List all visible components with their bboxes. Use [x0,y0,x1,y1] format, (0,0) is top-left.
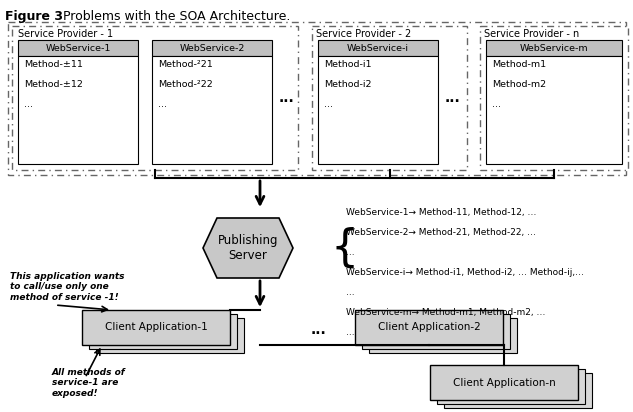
Text: {: { [330,227,358,269]
Text: Method-i2: Method-i2 [324,80,372,89]
Text: Service Provider - 2: Service Provider - 2 [316,29,411,39]
Bar [444,373,592,408]
Bar [312,26,467,170]
Text: Service Provider - 1: Service Provider - 1 [18,29,113,39]
Bar [362,314,510,349]
Text: Method-m1: Method-m1 [492,59,546,68]
Polygon shape [203,218,293,278]
Text: WebService-1→ Method-11, Method-12, …: WebService-1→ Method-11, Method-12, … [346,208,536,217]
Bar [369,318,517,353]
Bar [89,314,237,349]
Text: WebService-2: WebService-2 [179,44,245,52]
Text: Client Application-n: Client Application-n [453,377,555,388]
Text: Service Provider - n: Service Provider - n [484,29,579,39]
Bar [152,56,272,164]
Text: ...: ... [444,91,460,105]
Text: Client Application-1: Client Application-1 [104,323,208,332]
Bar [486,40,622,56]
Text: WebService-m: WebService-m [520,44,588,52]
Bar [480,26,628,170]
Text: ...: ... [324,100,333,108]
Bar [96,318,244,353]
Text: ...: ... [492,100,501,108]
Text: Method-±11: Method-±11 [24,59,83,68]
Bar [8,22,626,175]
Bar [18,40,138,56]
Bar [12,26,298,170]
Text: Method-i1: Method-i1 [324,59,372,68]
Bar [152,40,272,56]
Text: WebService-i: WebService-i [347,44,409,52]
Text: ...: ... [346,328,354,337]
Bar [437,369,585,404]
Text: Problems with the SOA Architecture.: Problems with the SOA Architecture. [59,10,291,23]
Bar [318,40,438,56]
Bar [18,56,138,164]
Text: WebService-1: WebService-1 [46,44,111,52]
Text: WebService-2→ Method-21, Method-22, …: WebService-2→ Method-21, Method-22, … [346,228,536,237]
Text: Method-²21: Method-²21 [158,59,213,68]
Text: Client Application-2: Client Application-2 [378,323,480,332]
Bar [318,56,438,164]
Text: WebService-m→ Method-m1, Method-m2, …: WebService-m→ Method-m1, Method-m2, … [346,308,546,317]
Text: WebService-i→ Method-i1, Method-i2, … Method-ij,…: WebService-i→ Method-i1, Method-i2, … Me… [346,268,584,277]
Text: ...: ... [278,91,294,105]
Text: Publishing
Server: Publishing Server [218,234,279,262]
Bar [82,310,230,345]
Text: ...: ... [310,323,326,337]
Bar [355,310,503,345]
Text: ...: ... [24,100,33,108]
Text: ...: ... [346,288,354,297]
Text: This application wants
to call/use only one
method of service -1!: This application wants to call/use only … [10,272,125,302]
Text: Method-²22: Method-²22 [158,80,213,89]
Bar [430,365,578,400]
Text: ...: ... [158,100,167,108]
Text: Figure 3: Figure 3 [5,10,63,23]
Text: ...: ... [346,248,354,257]
Bar [486,56,622,164]
Text: Method-m2: Method-m2 [492,80,546,89]
Text: All methods of
service-1 are
exposed!: All methods of service-1 are exposed! [52,368,125,398]
Text: Method-±12: Method-±12 [24,80,83,89]
